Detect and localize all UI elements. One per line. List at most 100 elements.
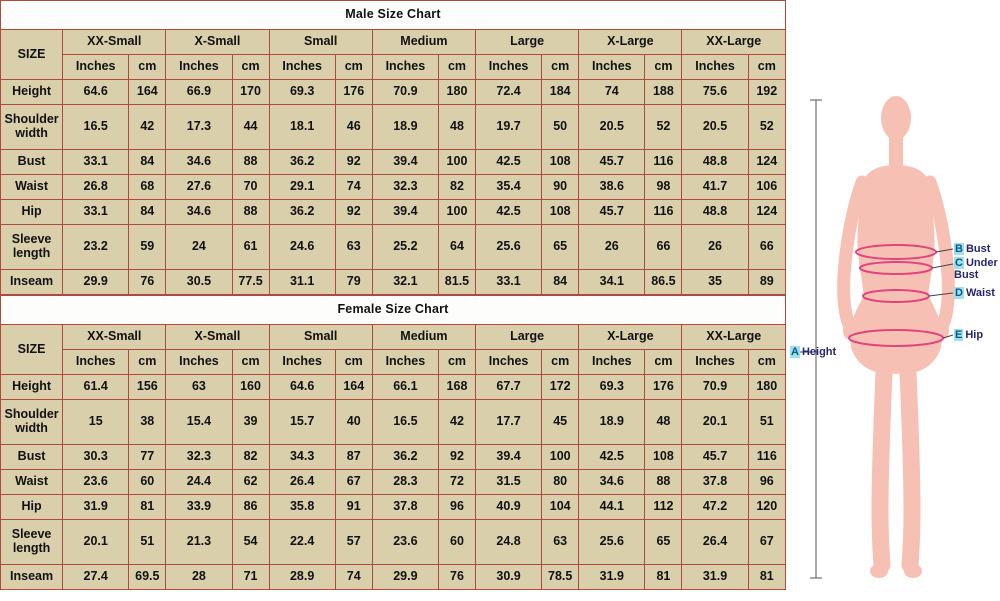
measurement-value: 77.5 xyxy=(231,269,270,295)
measurement-value: 76 xyxy=(437,564,477,590)
measurement-value: 65 xyxy=(541,224,580,270)
measurement-value: 15.7 xyxy=(268,399,336,445)
unit-header: cm xyxy=(334,54,373,80)
measurement-value: 33.1 xyxy=(62,199,130,225)
measurement-value: 45.7 xyxy=(578,199,646,225)
measurement-value: 24.8 xyxy=(475,519,543,565)
measurement-value: 18.9 xyxy=(371,104,439,150)
unit-header: Inches xyxy=(165,349,233,375)
measurement-value: 64 xyxy=(437,224,477,270)
measurement-value: 47.2 xyxy=(681,494,749,520)
measurement-value: 108 xyxy=(541,199,580,225)
measurement-value: 17.7 xyxy=(475,399,543,445)
corner-header: SIZE xyxy=(0,324,64,375)
measurement-value: 180 xyxy=(747,374,787,400)
measurement-value: 108 xyxy=(541,149,580,175)
measurement-value: 34.3 xyxy=(268,444,336,470)
measurement-value: 81 xyxy=(747,564,787,590)
measurement-value: 84 xyxy=(128,199,167,225)
measurement-value: 35.8 xyxy=(268,494,336,520)
measurement-value: 57 xyxy=(334,519,373,565)
unit-header: Inches xyxy=(62,54,130,80)
measurement-value: 23.6 xyxy=(62,469,130,495)
measurement-value: 81 xyxy=(644,564,683,590)
measurement-row: Bust 30.3 77 32.3 82 34.3 87 36.2 92 39.4 100 42.5 1… xyxy=(0,444,787,470)
measurement-value: 39.4 xyxy=(371,149,439,175)
figure-torso xyxy=(850,165,942,374)
measurement-value: 96 xyxy=(437,494,477,520)
measurement-value: 24.4 xyxy=(165,469,233,495)
measurement-value: 24 xyxy=(165,224,233,270)
measurement-value: 31.9 xyxy=(62,494,130,520)
row-label: Bust xyxy=(0,149,64,175)
measurement-value: 41.7 xyxy=(681,174,749,200)
measurement-value: 39 xyxy=(231,399,270,445)
measurement-row: Inseam 27.4 69.5 28 71 28.9 74 29.9 76 30.9 78.5 31… xyxy=(0,564,787,590)
measurement-value: 72.4 xyxy=(475,79,543,105)
measurement-value: 63 xyxy=(334,224,373,270)
size-header: Small xyxy=(268,29,373,55)
unit-header: Inches xyxy=(681,349,749,375)
measurement-row: Sleeve length 23.2 59 24 61 24.6 63 25.2 64 25.6 6… xyxy=(0,224,787,270)
measurement-value: 36.2 xyxy=(371,444,439,470)
measurement-value: 86.5 xyxy=(644,269,683,295)
measurement-value: 28 xyxy=(165,564,233,590)
unit-header: cm xyxy=(231,349,270,375)
measurement-row: Bust 33.1 84 34.6 88 36.2 92 39.4 100 42.5 108 45.7… xyxy=(0,149,787,175)
label-text: Height xyxy=(801,346,837,358)
measurement-value: 75.6 xyxy=(681,79,749,105)
measurement-value: 18.9 xyxy=(578,399,646,445)
measurement-value: 42.5 xyxy=(475,199,543,225)
measurement-value: 116 xyxy=(644,149,683,175)
measurement-value: 22.4 xyxy=(268,519,336,565)
measurement-value: 31.9 xyxy=(681,564,749,590)
row-label: Sleeve length xyxy=(0,519,64,565)
unit-header: Inches xyxy=(681,54,749,80)
measurement-value: 66.9 xyxy=(165,79,233,105)
measurement-value: 92 xyxy=(334,199,373,225)
measurement-value: 39.4 xyxy=(475,444,543,470)
row-label: Inseam xyxy=(0,564,64,590)
size-header: Large xyxy=(475,324,580,350)
size-header: Medium xyxy=(371,324,477,350)
unit-header: cm xyxy=(747,54,787,80)
row-label: Waist xyxy=(0,174,64,200)
measurement-value: 69.3 xyxy=(578,374,646,400)
measurement-value: 44.1 xyxy=(578,494,646,520)
unit-header: cm xyxy=(541,349,580,375)
measurement-value: 86 xyxy=(231,494,270,520)
measurement-value: 67 xyxy=(747,519,787,565)
label-key: D xyxy=(954,287,964,299)
row-label: Height xyxy=(0,374,64,400)
measurement-value: 26 xyxy=(681,224,749,270)
measurement-value: 89 xyxy=(747,269,787,295)
female-size-chart-table: Female Size Chart SIZE XX-Small X-Small Smal… xyxy=(0,295,787,590)
label-text: Waist xyxy=(965,287,995,299)
measurement-value: 15 xyxy=(62,399,130,445)
row-label: Bust xyxy=(0,444,64,470)
measurement-value: 92 xyxy=(437,444,477,470)
measurement-value: 70 xyxy=(231,174,270,200)
size-header: XX-Small xyxy=(62,29,167,55)
figure-label-under-bust: C Under Bust xyxy=(954,257,1000,281)
measurement-value: 98 xyxy=(644,174,683,200)
measurement-value: 69.5 xyxy=(128,564,167,590)
measurement-value: 69.3 xyxy=(268,79,336,105)
measurement-value: 63 xyxy=(165,374,233,400)
measurement-value: 70.9 xyxy=(681,374,749,400)
measurement-value: 26.4 xyxy=(681,519,749,565)
measurement-value: 27.4 xyxy=(62,564,130,590)
measurement-value: 31.1 xyxy=(268,269,336,295)
measurement-value: 79 xyxy=(334,269,373,295)
measurement-value: 27.6 xyxy=(165,174,233,200)
unit-header: Inches xyxy=(578,54,646,80)
size-header-row: SIZE XX-Small X-Small Small Medium Large X-Lar… xyxy=(0,324,786,375)
figure-label-height: A Height xyxy=(790,346,836,358)
measurement-value: 23.6 xyxy=(371,519,439,565)
measurement-value: 96 xyxy=(747,469,787,495)
unit-header: cm xyxy=(644,54,683,80)
measurement-value: 60 xyxy=(128,469,167,495)
figure-panel: A Height B Bust C Under Bust D Waist E Hip xyxy=(788,0,1000,601)
measurement-value: 61 xyxy=(231,224,270,270)
measurement-value: 92 xyxy=(334,149,373,175)
